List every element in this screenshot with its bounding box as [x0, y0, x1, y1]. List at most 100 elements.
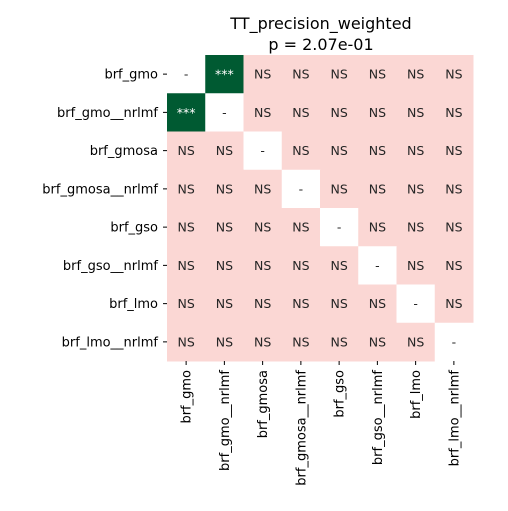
cell-label: NS: [369, 220, 386, 235]
cell-label: NS: [330, 258, 347, 273]
heatmap-cell: [320, 208, 359, 247]
heatmap-cell: [205, 322, 244, 362]
heatmap-cell: [281, 246, 321, 285]
heatmap-cell: [205, 246, 244, 285]
cell-label: NS: [407, 258, 424, 273]
heatmap-cell: [243, 322, 283, 362]
x-tick-label: brf_lmo: [409, 370, 424, 419]
heatmap-cell: [434, 131, 474, 171]
cell-label: NS: [407, 67, 424, 82]
cell-label: NS: [369, 67, 386, 82]
heatmap-cell: [396, 322, 436, 362]
heatmap-cell: [434, 284, 474, 324]
heatmap-cell: [281, 208, 321, 247]
heatmap-cell: [396, 246, 436, 285]
cell-label: -: [222, 105, 227, 120]
heatmap-cell: [358, 131, 397, 171]
x-tick-label: brf_gso: [333, 370, 348, 418]
heatmap-cell: [167, 93, 206, 132]
heatmap-cell: [434, 322, 474, 362]
heatmap-cell: [320, 284, 359, 324]
cell-label: NS: [407, 181, 424, 196]
y-tick-label: brf_gmosa: [90, 144, 158, 159]
cell-label: -: [299, 181, 304, 196]
cell-label: NS: [177, 258, 194, 273]
cell-label: -: [452, 334, 457, 349]
y-tick-label: brf_gso__nrlmf: [63, 259, 159, 274]
heatmap-cell: [396, 55, 436, 94]
cell-label: NS: [445, 67, 462, 82]
y-tick-label: brf_gso: [110, 221, 158, 236]
heatmap-cell: [434, 208, 474, 247]
heatmap-cell: [243, 208, 283, 247]
x-tick-label: brf_gmosa__nrlmf: [294, 370, 309, 486]
cell-label: NS: [216, 258, 233, 273]
heatmap-cells: - *** NS NS NS NS NS NS *** - NS NS NS NS NS NS NS NS - NS N…: [167, 55, 474, 362]
heatmap-cell: [167, 246, 206, 285]
heatmap-cell: [434, 93, 474, 132]
x-tick-label: brf_gmosa: [256, 370, 271, 438]
heatmap-cell: [320, 246, 359, 285]
cell-label: -: [260, 143, 265, 158]
heatmap-cell: [396, 169, 436, 209]
y-tick-label: brf_gmosa__nrlmf: [42, 182, 158, 197]
x-tick-labels: brf_gmo brf_gmo__nrlmf brf_gmosa brf_gmosa_…: [180, 361, 462, 486]
cell-label: NS: [407, 105, 424, 120]
heatmap-cell: [205, 131, 244, 171]
cell-label: NS: [407, 143, 424, 158]
cell-label: -: [375, 258, 380, 273]
heatmap-cell: [396, 208, 436, 247]
heatmap-cell: [320, 55, 359, 94]
heatmap-cell: [396, 131, 436, 171]
cell-label: NS: [292, 334, 309, 349]
heatmap-cell: [205, 169, 244, 209]
cell-label: NS: [445, 220, 462, 235]
heatmap-cell: [243, 93, 283, 132]
heatmap-cell: [358, 246, 397, 285]
heatmap-cell: [320, 131, 359, 171]
chart-subtitle: p = 2.07e-01: [268, 35, 373, 54]
heatmap-cell: [281, 322, 321, 362]
cell-label: NS: [292, 258, 309, 273]
heatmap-cell: [205, 284, 244, 324]
cell-label: NS: [216, 220, 233, 235]
cell-label: NS: [177, 181, 194, 196]
heatmap-cell: [434, 169, 474, 209]
heatmap-cell: [243, 169, 283, 209]
cell-label: NS: [369, 296, 386, 311]
cell-label: NS: [407, 334, 424, 349]
heatmap-cell: [243, 55, 283, 94]
heatmap-cell: [281, 169, 321, 209]
cell-label: NS: [445, 258, 462, 273]
heatmap-cell: [281, 55, 321, 94]
heatmap-cell: [320, 169, 359, 209]
chart-title: TT_precision_weighted: [229, 14, 411, 34]
cell-label: NS: [254, 220, 271, 235]
cell-label: -: [413, 296, 418, 311]
heatmap-cell: [205, 208, 244, 247]
cell-label: NS: [292, 220, 309, 235]
x-tick-label: brf_lmo__nrlmf: [447, 370, 462, 467]
cell-label: NS: [177, 334, 194, 349]
heatmap-cell: [281, 93, 321, 132]
cell-label: ***: [215, 67, 234, 82]
cell-label: NS: [445, 181, 462, 196]
cell-label: NS: [177, 296, 194, 311]
heatmap-cell: [358, 93, 397, 132]
cell-label: ***: [177, 105, 196, 120]
heatmap-cell: [167, 208, 206, 247]
cell-label: NS: [254, 105, 271, 120]
y-tick-labels: brf_gmo brf_gmo__nrlmf brf_gmosa brf_gmosa_…: [42, 68, 167, 350]
heatmap-cell: [167, 131, 206, 171]
cell-label: NS: [292, 105, 309, 120]
heatmap-cell: [243, 246, 283, 285]
heatmap-cell: [243, 284, 283, 324]
cell-label: NS: [254, 334, 271, 349]
cell-label: -: [184, 67, 189, 82]
cell-label: NS: [292, 143, 309, 158]
cell-label: NS: [369, 143, 386, 158]
cell-label: NS: [177, 220, 194, 235]
cell-label: NS: [254, 258, 271, 273]
cell-label: NS: [216, 181, 233, 196]
